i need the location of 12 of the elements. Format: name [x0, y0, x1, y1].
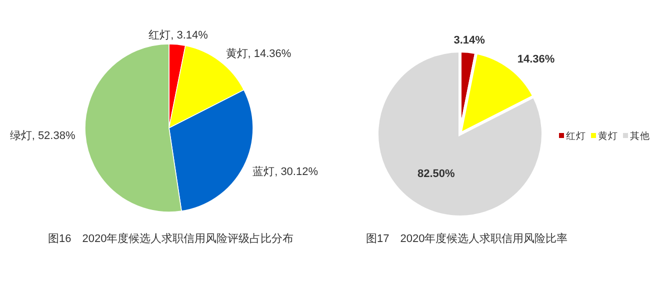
data-label: 3.14% — [454, 34, 486, 46]
legend-label: 其他 — [630, 130, 650, 142]
text: 图16 2020年度候选人求职信用风险评级占比分布 — [48, 232, 294, 245]
data-label: 82.50% — [417, 168, 456, 180]
data-label: 14.36% — [517, 53, 555, 66]
legend-label: 红灯 — [566, 130, 586, 142]
legend-label: 黄灯 — [598, 130, 618, 142]
slice-label: 红灯, 3.14% — [148, 29, 208, 42]
slice-label: 绿灯, 52.38% — [10, 130, 76, 142]
text: 图17 2020年度候选人求职信用风险比率 — [366, 232, 568, 245]
slice-label: 黄灯, 14.36% — [226, 47, 292, 60]
slice-label: 蓝灯, 30.12% — [252, 164, 318, 178]
